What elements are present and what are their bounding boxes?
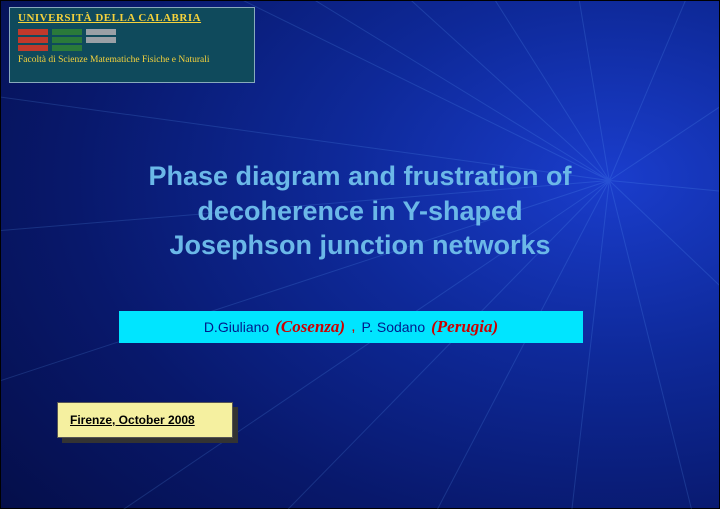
logo-subtitle: Facoltà di Scienze Matematiche Fisiche e… xyxy=(18,55,246,65)
authors-bar: D.Giuliano (Cosenza) , P. Sodano (Perugi… xyxy=(119,311,583,343)
footer-label: Firenze, October 2008 xyxy=(57,402,233,438)
author-1: D.Giuliano xyxy=(204,319,269,335)
university-logo: UNIVERSITÀ DELLA CALABRIA Facoltà di Sci… xyxy=(9,7,255,83)
title-line-2: decoherence in Y-shaped xyxy=(1,194,719,229)
title-line-3: Josephson junction networks xyxy=(1,228,719,263)
author-2: P. Sodano xyxy=(362,319,426,335)
logo-title: UNIVERSITÀ DELLA CALABRIA xyxy=(18,12,246,24)
affiliation-1: (Cosenza) xyxy=(275,317,345,337)
separator: , xyxy=(351,318,355,336)
slide-title: Phase diagram and frustration of decoher… xyxy=(1,159,719,263)
slide: UNIVERSITÀ DELLA CALABRIA Facoltà di Sci… xyxy=(0,0,720,509)
affiliation-2: (Perugia) xyxy=(431,317,498,337)
footer-box: Firenze, October 2008 xyxy=(57,402,233,438)
title-line-1: Phase diagram and frustration of xyxy=(1,159,719,194)
logo-bars xyxy=(18,29,246,51)
